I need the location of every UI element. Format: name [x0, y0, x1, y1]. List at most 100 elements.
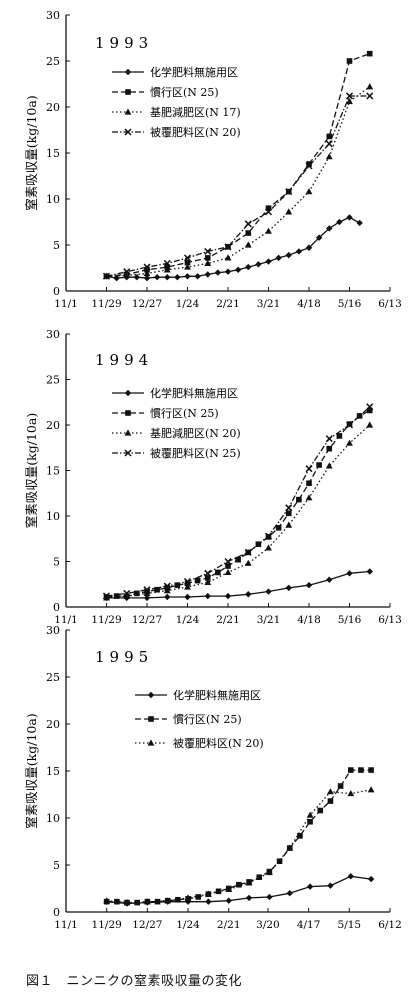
y-tick-label: 30 — [46, 328, 60, 341]
series-1-point — [164, 274, 171, 281]
series-1-point — [265, 588, 272, 595]
series-4-point — [224, 557, 232, 566]
series-3-line — [106, 86, 371, 277]
series-1-point — [174, 274, 181, 281]
legend-1-point — [124, 389, 132, 397]
series-2-point — [306, 161, 312, 167]
series-3-point — [367, 786, 375, 793]
series-2 — [103, 50, 373, 280]
series-3-point — [305, 188, 313, 195]
chart-title: 1995 — [95, 648, 153, 666]
x-tick-label: 2/21 — [216, 298, 240, 310]
series-3-point — [325, 462, 333, 469]
series-2-point — [174, 582, 181, 588]
y-tick-label: 0 — [53, 601, 60, 614]
y-tick-label: 15 — [46, 465, 60, 478]
series-2-point — [113, 593, 120, 599]
series-2-point — [235, 556, 241, 563]
series-4-point — [264, 208, 273, 216]
series-1-point — [225, 897, 232, 904]
y-tick-label: 10 — [46, 812, 60, 825]
chart-panel-3: 0 5 10 15 20 25 30 11/1 11/29 12/27 1/24 2/21 3/20 4/… — [24, 624, 402, 931]
series-1-point — [143, 274, 151, 282]
series-1-point — [224, 592, 232, 600]
series-1-point — [286, 890, 293, 897]
y-tick-label: 25 — [46, 55, 60, 68]
legend-label: 慣行区(N 25) — [173, 712, 242, 726]
series-1-point — [326, 225, 333, 232]
series-3-point — [325, 153, 333, 160]
legend-3-point — [124, 429, 132, 436]
x-tick-label: 1/24 — [176, 614, 200, 626]
series-3 — [103, 786, 375, 906]
y-tick-label: 30 — [46, 9, 60, 22]
series-3-point — [103, 594, 110, 601]
series-3-point — [366, 421, 374, 428]
series-1-point — [326, 576, 333, 583]
legend-label: 化学肥料無施用区 — [173, 688, 261, 702]
series-1-point — [285, 584, 292, 592]
series-3-point — [245, 879, 253, 886]
series-2-point — [204, 255, 211, 261]
y-tick-label: 5 — [53, 556, 60, 569]
x-tick-label: 12/27 — [132, 298, 162, 310]
x-tick-label: 6/12 — [378, 919, 402, 931]
legend-label: 被覆肥料区(N 20) — [173, 736, 264, 750]
series-2-line — [106, 52, 371, 277]
series-2-point — [236, 881, 242, 888]
series-2-point — [366, 50, 373, 57]
series-3-line — [106, 789, 372, 904]
series-4-point — [204, 247, 212, 255]
series-4-point — [183, 254, 192, 262]
legend-2-point — [125, 410, 131, 416]
series-3-point — [123, 899, 131, 906]
series-3-point — [143, 269, 151, 277]
series-4-line — [106, 95, 370, 277]
series-3-point — [184, 894, 192, 901]
series-1-point — [205, 898, 212, 905]
y-axis-label: 窒素吸収量(kg/10a) — [24, 95, 39, 210]
series-4-point — [305, 465, 313, 473]
series-2-point — [296, 496, 302, 503]
legend-4-point — [124, 449, 132, 457]
legend-label: 基肥減肥区(N 17) — [150, 105, 241, 119]
legend-3-point — [147, 739, 155, 746]
y-tick-label: 20 — [46, 718, 60, 731]
series-1-point — [234, 266, 242, 274]
series-1-point — [204, 271, 211, 278]
series-2-point — [276, 858, 283, 865]
y-tick-label: 15 — [46, 765, 60, 778]
series-1-point — [275, 254, 282, 262]
series-3-point — [366, 83, 374, 90]
series-4 — [102, 92, 374, 280]
y-tick-label: 15 — [46, 147, 60, 160]
series-3-point — [143, 898, 151, 905]
series-1-point — [327, 882, 334, 889]
series-3-point — [244, 559, 252, 566]
series-2-point — [306, 480, 312, 487]
series-2-point — [337, 783, 344, 789]
series-3-point — [204, 259, 212, 266]
series-3-point — [346, 439, 353, 446]
series-3-point — [225, 885, 233, 893]
series-4-point — [102, 272, 111, 280]
x-tick-label: 6/13 — [378, 298, 402, 310]
legend-label: 被覆肥料区(N 25) — [150, 446, 241, 460]
series-1-point — [346, 570, 353, 577]
series-1-point — [143, 594, 151, 602]
series-2-point — [366, 407, 373, 414]
series-1-point — [285, 251, 292, 259]
y-tick-label: 0 — [53, 906, 60, 919]
series-1-line — [106, 875, 372, 905]
series-4-point — [123, 268, 131, 276]
series-1-point — [133, 274, 141, 281]
y-tick-label: 5 — [53, 859, 60, 872]
series-2-point — [194, 577, 201, 584]
series-3-point — [347, 789, 355, 797]
series-2-point — [316, 462, 322, 468]
x-tick-label: 12/27 — [132, 614, 162, 626]
series-3-point — [204, 890, 212, 897]
chart-title: 1993 — [95, 34, 153, 52]
